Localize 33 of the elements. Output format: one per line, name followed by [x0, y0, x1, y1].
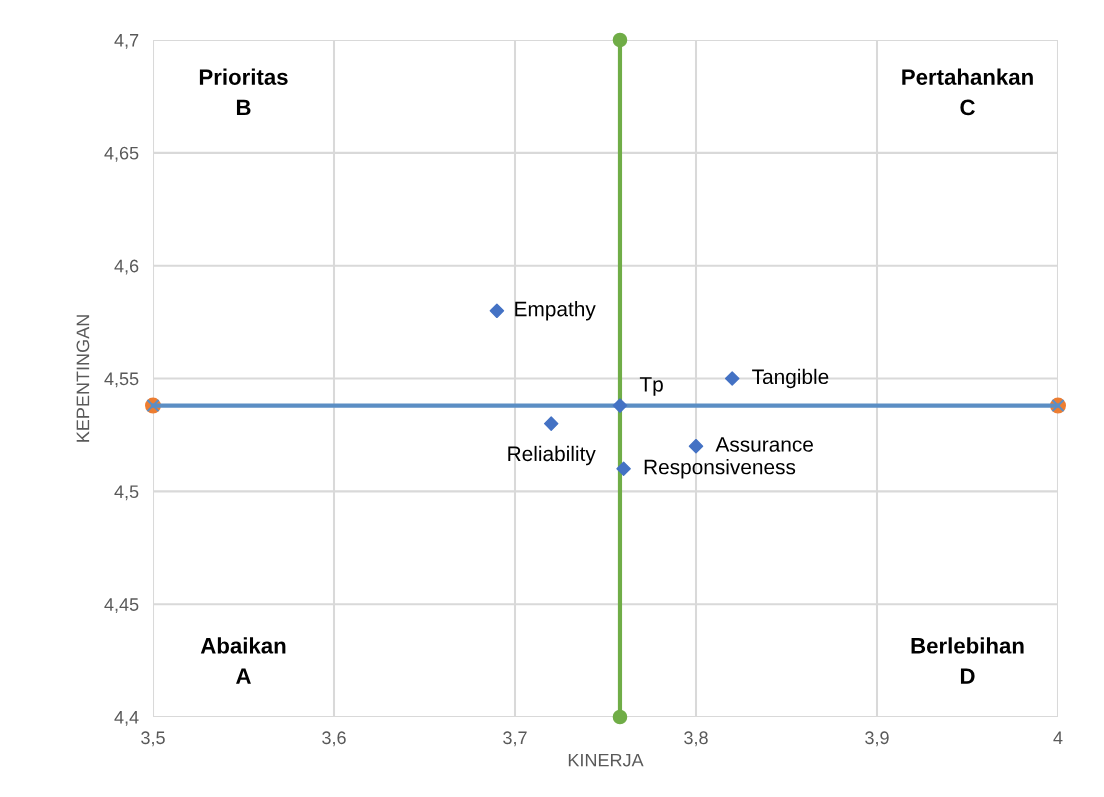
y-tick-label: 4,55	[104, 372, 139, 388]
annotation: Reliability	[508, 445, 596, 466]
x-tick-label: 3,5	[141, 731, 165, 747]
x-tick-label: 3,7	[503, 731, 527, 747]
point	[616, 461, 631, 477]
point	[612, 32, 628, 48]
y-tick-label: 4,5	[114, 485, 139, 501]
y-tick-label: 4,7	[114, 34, 139, 49]
y-tick-label: 4,6	[114, 259, 139, 275]
annotation: Empathy	[515, 301, 596, 321]
annotation: Tp	[639, 377, 663, 396]
annotation: Abaikan A	[200, 637, 286, 684]
y-axis-title: KEPENTINGAN	[76, 315, 90, 442]
point	[724, 371, 740, 386]
x-tick-label: 4	[1053, 731, 1063, 744]
point	[688, 438, 704, 454]
annotation: Assurance	[715, 437, 813, 452]
annotation: Tangible	[752, 368, 829, 389]
point	[489, 303, 505, 319]
point	[543, 416, 559, 431]
annotation: Berlebihan D	[911, 637, 1024, 684]
x-tick-label: 3,9	[865, 731, 889, 747]
x-tick-label: 3,8	[684, 731, 708, 747]
x-tick-label: 3,6	[322, 731, 346, 747]
point	[612, 398, 628, 413]
annotation: Prioritas B	[199, 68, 288, 116]
annotation: Responsiveness	[644, 459, 796, 479]
y-tick-label: 4,45	[104, 598, 139, 614]
x-axis-title: KINERJA	[568, 753, 644, 767]
point	[612, 709, 628, 725]
y-tick-label: 4,65	[104, 146, 139, 162]
y-tick-label: 4,4	[114, 711, 139, 726]
annotation: Pertahankan C	[902, 68, 1033, 116]
